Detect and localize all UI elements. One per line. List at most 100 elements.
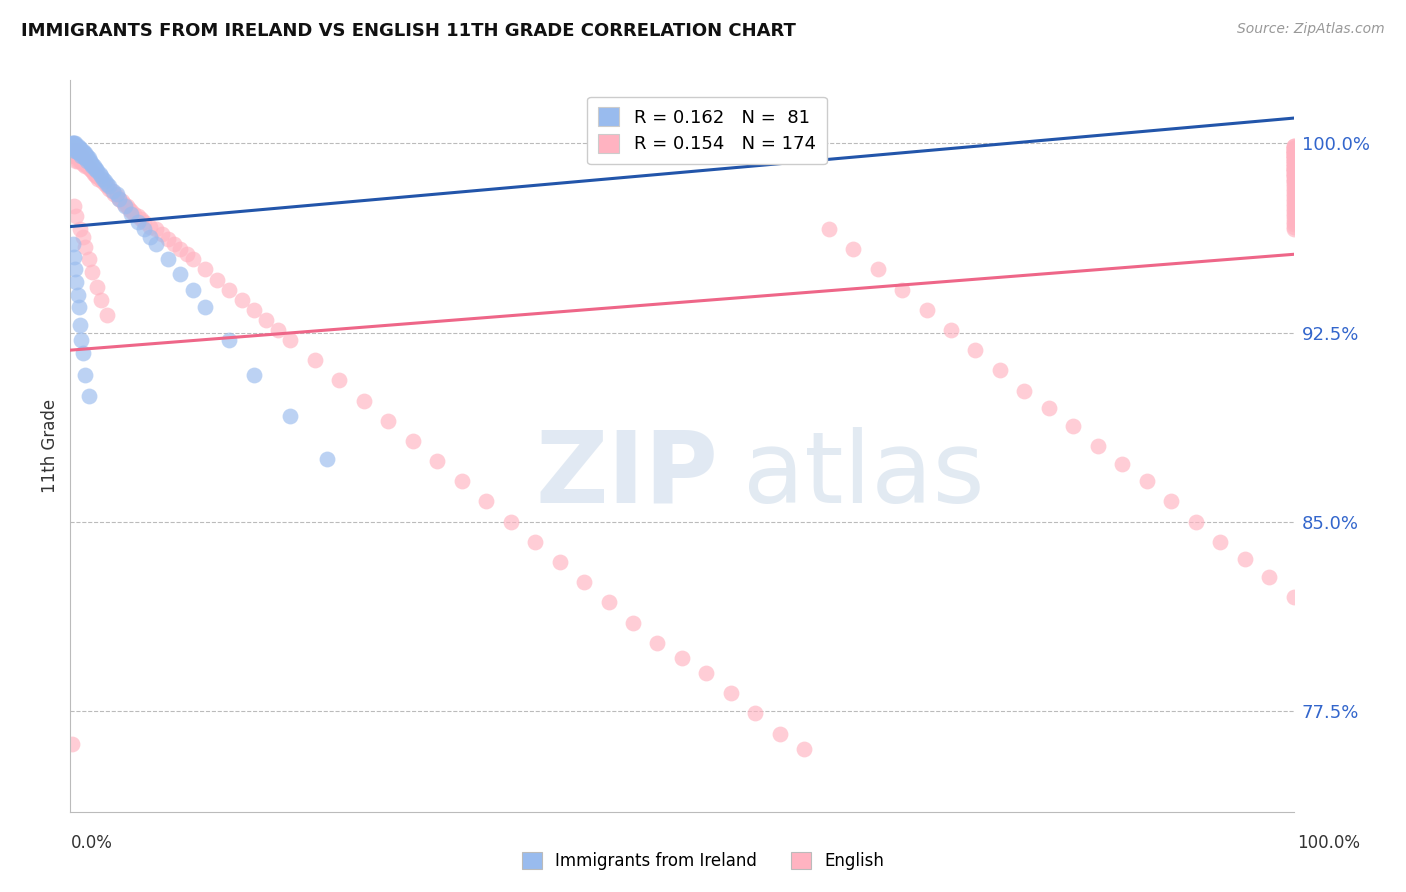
Point [65, 153, 87, 168]
Point [63, 250, 86, 264]
Point [181, 283, 204, 297]
Point [1282, 161, 1305, 176]
Point [63, 136, 86, 151]
Point [65, 139, 87, 153]
Point [82, 265, 104, 279]
Point [76, 153, 98, 168]
Point [73, 368, 96, 383]
Point [67, 152, 90, 166]
Point [205, 272, 228, 286]
Point [105, 186, 128, 201]
Text: ZIP: ZIP [536, 426, 718, 524]
Point [1282, 177, 1305, 191]
Point [77, 153, 100, 168]
Point [73, 152, 96, 166]
Point [1282, 146, 1305, 161]
Point [1111, 457, 1133, 471]
Point [548, 555, 571, 569]
Point [91, 174, 114, 188]
Point [66, 153, 89, 168]
Point [1282, 152, 1305, 166]
Point [87, 171, 110, 186]
Point [70, 146, 93, 161]
Point [63, 262, 86, 277]
Legend: R = 0.162   N =  81, R = 0.154   N = 174: R = 0.162 N = 81, R = 0.154 N = 174 [586, 96, 827, 164]
Point [132, 214, 155, 228]
Point [108, 192, 131, 206]
Point [499, 515, 522, 529]
Point [66, 287, 89, 301]
Point [169, 268, 191, 282]
Point [121, 207, 143, 221]
Point [1282, 164, 1305, 178]
Point [316, 451, 339, 466]
Point [1282, 197, 1305, 211]
Point [62, 139, 84, 153]
Point [1282, 153, 1305, 168]
Point [1282, 156, 1305, 170]
Point [84, 161, 107, 176]
Point [86, 280, 108, 294]
Point [73, 149, 96, 163]
Point [63, 136, 86, 151]
Point [129, 212, 152, 227]
Point [1209, 534, 1232, 549]
Point [65, 144, 87, 158]
Point [69, 318, 91, 332]
Point [1282, 184, 1305, 198]
Point [62, 141, 84, 155]
Point [157, 232, 180, 246]
Point [115, 199, 138, 213]
Point [66, 139, 89, 153]
Point [63, 139, 86, 153]
Point [194, 262, 217, 277]
Point [1282, 199, 1305, 213]
Point [1282, 210, 1305, 224]
Point [231, 293, 253, 307]
Point [169, 242, 191, 256]
Point [75, 149, 97, 163]
Text: Source: ZipAtlas.com: Source: ZipAtlas.com [1237, 22, 1385, 37]
Point [243, 368, 266, 383]
Point [1062, 418, 1084, 433]
Point [1282, 161, 1305, 176]
Point [73, 146, 96, 161]
Point [67, 144, 90, 158]
Point [79, 161, 101, 176]
Point [1282, 167, 1305, 181]
Point [83, 167, 105, 181]
Point [63, 199, 86, 213]
Point [1282, 171, 1305, 186]
Point [70, 149, 93, 163]
Point [103, 186, 125, 201]
Point [82, 159, 104, 173]
Point [65, 149, 87, 163]
Point [72, 156, 94, 170]
Point [86, 169, 108, 183]
Point [66, 149, 89, 163]
Point [145, 237, 167, 252]
Point [1282, 192, 1305, 206]
Point [1282, 139, 1305, 153]
Point [63, 139, 86, 153]
Point [80, 156, 103, 170]
Point [101, 184, 124, 198]
Point [69, 146, 91, 161]
Point [1282, 144, 1305, 158]
Point [1282, 179, 1305, 194]
Point [720, 686, 742, 700]
Point [1282, 141, 1305, 155]
Point [98, 179, 121, 194]
Point [73, 153, 96, 168]
Point [866, 262, 889, 277]
Point [817, 222, 839, 236]
Point [66, 141, 89, 155]
Point [988, 363, 1011, 377]
Point [1282, 207, 1305, 221]
Point [1282, 194, 1305, 209]
Point [90, 171, 112, 186]
Point [647, 636, 669, 650]
Point [1282, 149, 1305, 163]
Point [243, 302, 266, 317]
Point [63, 144, 86, 158]
